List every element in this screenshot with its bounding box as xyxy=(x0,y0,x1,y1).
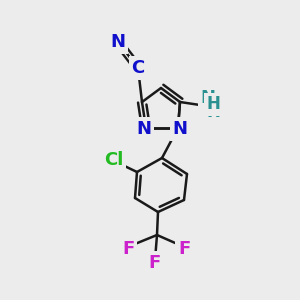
Text: H: H xyxy=(206,103,220,121)
Text: N: N xyxy=(110,33,125,51)
Text: Cl: Cl xyxy=(104,151,124,169)
Text: N: N xyxy=(172,120,188,138)
Text: H: H xyxy=(206,95,220,113)
Text: F: F xyxy=(178,240,190,258)
Text: F: F xyxy=(122,240,134,258)
Text: N: N xyxy=(200,89,215,107)
Text: F: F xyxy=(149,254,161,272)
Text: C: C xyxy=(131,59,145,77)
Text: N: N xyxy=(136,120,152,138)
